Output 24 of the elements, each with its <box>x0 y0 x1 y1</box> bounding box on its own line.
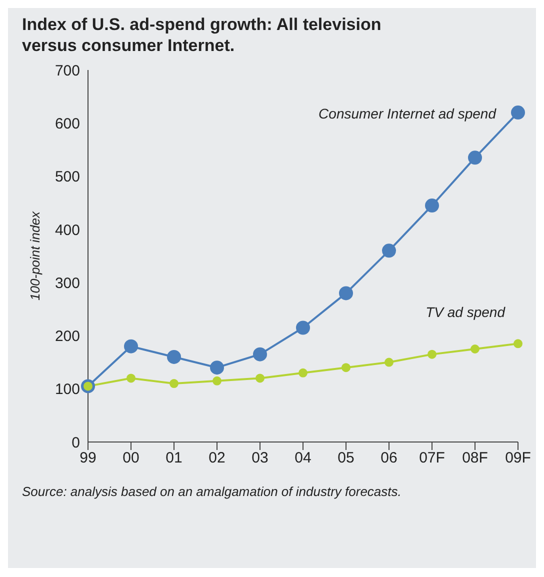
series-label: Consumer Internet ad spend <box>318 106 498 122</box>
y-tick-label: 0 <box>72 434 80 452</box>
x-tick-label: 06 <box>380 450 398 467</box>
y-tick-label: 200 <box>54 328 80 346</box>
x-tick-label: 09F <box>505 450 531 467</box>
source-note: Source: analysis based on an amalgamation of industry forecasts. <box>21 483 402 499</box>
x-tick-label: 07F <box>419 450 445 467</box>
x-tick-label: 99 <box>80 450 96 467</box>
x-tick-label: 04 <box>294 450 312 467</box>
x-tick-label: 00 <box>122 450 140 467</box>
y-tick-label: 500 <box>54 168 80 186</box>
x-tick-label: 02 <box>208 450 226 467</box>
x-tick-label: 08F <box>462 450 488 467</box>
x-tick-label: 05 <box>338 450 354 467</box>
series-label: TV ad spend <box>426 304 506 320</box>
y-tick-label: 100 <box>54 381 80 398</box>
x-tick-label: 01 <box>166 450 182 467</box>
y-tick-label: 700 <box>54 62 80 80</box>
y-axis-title: 100-point index <box>28 211 43 300</box>
y-tick-label: 600 <box>54 115 80 132</box>
y-tick-label: 300 <box>54 274 80 292</box>
chart-title: Index of U.S. ad-spend growth: All television versus consumer Internet. <box>21 14 382 56</box>
y-tick-label: 400 <box>54 222 80 239</box>
x-tick-label: 03 <box>252 450 268 467</box>
